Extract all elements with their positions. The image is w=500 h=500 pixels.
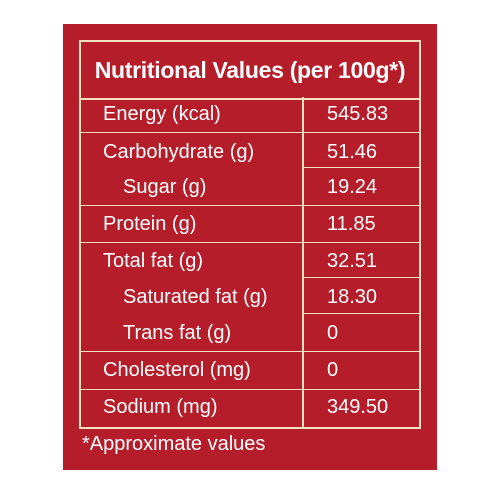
nutrient-value: 0 <box>327 322 339 344</box>
nutrient-value: 545.83 <box>327 103 389 125</box>
nutrient-value: 349.50 <box>327 396 389 418</box>
nutrient-value: 0 <box>327 359 339 381</box>
nutrient-label: Trans fat (g) <box>123 322 232 344</box>
row-divider <box>302 277 421 278</box>
row-divider <box>302 167 421 168</box>
nutrition-title: Nutritional Values (per 100g*) <box>79 40 421 100</box>
nutrient-value: 32.51 <box>327 250 378 272</box>
nutrient-label: Protein (g) <box>103 213 197 235</box>
nutrient-value: 11.85 <box>327 213 376 235</box>
column-divider <box>302 97 304 427</box>
nutrient-label: Sugar (g) <box>123 176 207 198</box>
nutrient-value: 51.46 <box>327 141 378 163</box>
row-divider <box>81 205 421 206</box>
nutrient-label: Carbohydrate (g) <box>103 141 255 163</box>
row-divider <box>81 132 421 133</box>
row-divider <box>302 313 421 314</box>
row-divider <box>81 389 421 390</box>
nutrient-label: Cholesterol (mg) <box>103 359 251 381</box>
nutrient-label: Total fat (g) <box>103 250 204 272</box>
nutrient-value: 18.30 <box>327 286 378 308</box>
row-divider <box>81 351 421 352</box>
row-divider <box>81 242 421 243</box>
nutrient-label: Energy (kcal) <box>103 103 221 125</box>
nutrient-value: 19.24 <box>327 176 378 198</box>
nutrient-label: Saturated fat (g) <box>123 286 268 308</box>
nutrient-label: Sodium (mg) <box>103 396 218 418</box>
footnote: *Approximate values <box>82 433 266 455</box>
nutrition-table: Energy (kcal) 545.83 Carbohydrate (g) 51… <box>79 97 421 429</box>
